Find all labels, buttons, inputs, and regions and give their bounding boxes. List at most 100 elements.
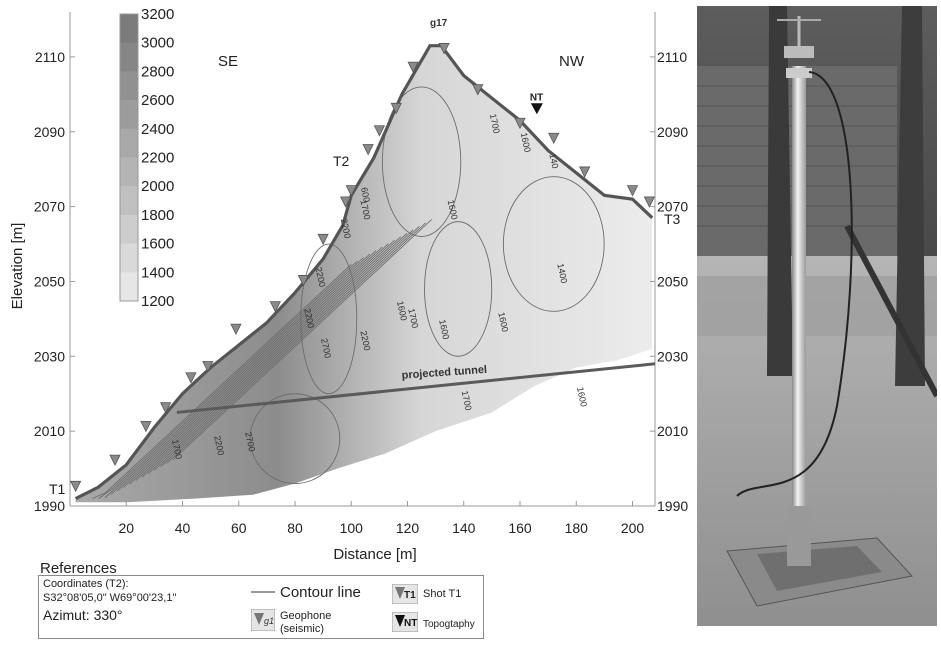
colorbar-segment [120,214,138,245]
contour-label: 2200 [313,266,327,288]
y-tick-label-right: 2090 [657,124,688,140]
contour-label: 1600 [519,132,533,154]
references-box: Coordinates (T2): S32°08'05,0" W69°00'23… [38,575,484,639]
seismic-pole-icon [726,16,913,607]
tree-trunk-icon [767,6,793,376]
colorbar-segment [120,243,138,273]
colorbar-segment [120,157,138,187]
label-t2: T2 [333,153,350,169]
geophone-marker [472,84,484,96]
contour-line [172,219,432,461]
svg-text:g1: g1 [264,616,274,626]
contour-label: 2200 [212,435,226,457]
contour-label: 1700 [406,307,420,329]
geophone-marker [390,102,402,115]
field-photo [697,6,937,626]
colorbar-segment [120,42,138,72]
y-tick-label-right: 2070 [657,199,688,215]
geophone-marker [579,166,591,178]
geophone-markers [69,43,656,493]
colorbar-segment [120,272,138,302]
contour-label: 1600 [575,386,589,408]
contour-label: 1600 [437,319,451,341]
geophone-marker [407,61,419,74]
label-t1: T1 [49,481,66,497]
label-g17: g17 [430,18,448,29]
contour-line [110,253,371,495]
projected-tunnel-line [176,362,655,414]
contour-label: 1700 [170,438,184,460]
contour-line [135,239,395,481]
geophone-sub-label: (seismic) [280,623,324,635]
tree-trunk-icon [895,6,925,386]
contour-line [129,243,389,485]
contour-label: 1600 [446,199,460,221]
x-tick-label: 180 [565,520,589,536]
colorbar-label: 3200 [141,6,174,23]
contour-line [166,222,426,464]
y-tick-label-right: 2050 [657,273,688,289]
coordinates-value: S32°08'05,0" W69°00'23,1" [43,592,177,604]
geophone-marker [69,480,82,493]
contour-line [92,264,352,499]
shot-icon: T1 [392,584,418,604]
geophone-marker [185,372,197,384]
label-nw: NW [559,53,585,70]
y-tick-label-right: 1990 [657,498,688,514]
contour-line [116,250,377,492]
geophone-marker [269,301,281,313]
colorbar-label: 3000 [141,35,174,52]
colorbar-segment [120,71,138,101]
x-tick-label: 20 [118,520,134,536]
contour-line-label: Contour line [280,584,361,601]
y-tick-label: 2070 [34,199,65,215]
label-t3: T3 [664,211,681,227]
contour-line [160,226,420,468]
contour-label: 1600 [496,311,510,333]
geophone-marker [140,421,152,433]
geophone-marker [514,117,526,130]
y-tick-label: 2090 [34,124,65,140]
geophone-marker [159,402,172,414]
colorbar-segment [120,100,138,130]
velocity-field [75,45,653,503]
colorbar-label: 2000 [141,178,174,195]
contour-line [98,260,358,499]
x-tick-label: 100 [340,520,364,536]
colorbar-label: 2600 [141,92,174,109]
contour-line-icon [251,591,275,593]
geophone-icon: g1 [251,609,275,631]
colorbar-label: 2800 [141,63,174,80]
geophone-marker [230,323,242,336]
colorbar-frame [119,13,139,302]
y-tick-label: 1990 [34,498,65,514]
geophone-marker [373,125,386,137]
geophone-label: Geophone [280,610,332,622]
colorbar-label: 2400 [141,121,174,138]
contour-label: 1600 [395,300,409,322]
contour-label: 1700 [358,199,372,221]
contour-line [141,236,402,478]
colorbar: 3200 3000 2800 2600 2400 2200 2000 1800 1600 1400… [119,6,174,310]
geophone-marker [109,454,121,466]
contour-line [249,393,341,484]
contour-line [123,246,383,488]
contour-label: 1700 [488,113,502,135]
contour-label: 600 [359,186,372,203]
geophone-marker [317,233,329,246]
colorbar-label: 1200 [141,293,174,310]
geophone-marker [548,132,560,145]
references-title: References [40,560,117,577]
colorbar-label: 1400 [141,264,174,281]
topography-marker [530,103,543,115]
geophone-marker [339,196,352,208]
contour-label: 1700 [460,390,474,412]
geophone-marker [643,196,656,208]
axis-ticks: 20 40 60 80 100 120 140 160 180 200 2110 2110 2090 20… [34,49,689,536]
geophone-marker [345,185,357,197]
x-tick-label: 160 [508,520,532,536]
contour-line [300,243,358,395]
colorbar-segment [120,186,138,216]
contour-line [147,232,408,475]
